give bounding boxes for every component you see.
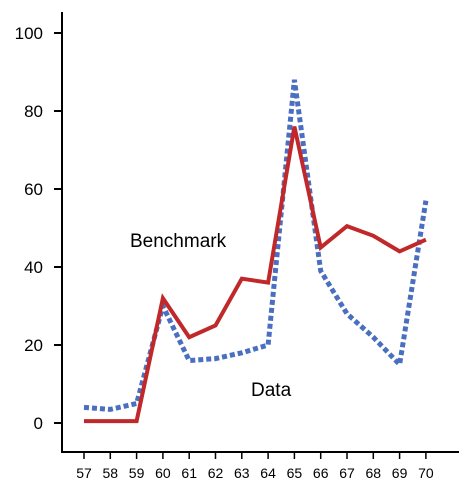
series-label-data: Data: [251, 380, 292, 401]
x-tick-label: 60: [155, 465, 171, 481]
series-line-benchmark: [84, 126, 427, 424]
x-tick-label: 58: [103, 465, 119, 481]
x-tick-label: 68: [366, 465, 382, 481]
y-tick-label: 100: [15, 24, 43, 43]
x-tick-label: 65: [287, 465, 303, 481]
x-tick-label: 61: [181, 465, 197, 481]
x-tick-label: 66: [313, 465, 329, 481]
x-tick-label: 69: [392, 465, 408, 481]
x-tick-label: 63: [234, 465, 250, 481]
x-tick-label: 59: [129, 465, 145, 481]
y-tick-label: 20: [24, 336, 43, 355]
x-tick-label: 64: [260, 465, 276, 481]
series-line-data: [83, 79, 429, 412]
y-tick-label: 40: [24, 258, 43, 277]
x-tick-label: 62: [208, 465, 224, 481]
series-label-benchmark: Benchmark: [130, 231, 227, 252]
series-layer: [83, 79, 429, 424]
axes: [61, 12, 459, 453]
y-tick-label: 60: [24, 180, 43, 199]
x-ticks: 57 58 59 60 61 62 63 64 65 66 67 68 69 70: [76, 452, 434, 481]
y-ticks: 0 20 40 60 80 100: [15, 24, 62, 433]
x-tick-label: 67: [339, 465, 355, 481]
x-tick-label: 57: [76, 465, 92, 481]
y-tick-label: 0: [34, 414, 43, 433]
y-tick-label: 80: [24, 102, 43, 121]
x-tick-label: 70: [418, 465, 434, 481]
